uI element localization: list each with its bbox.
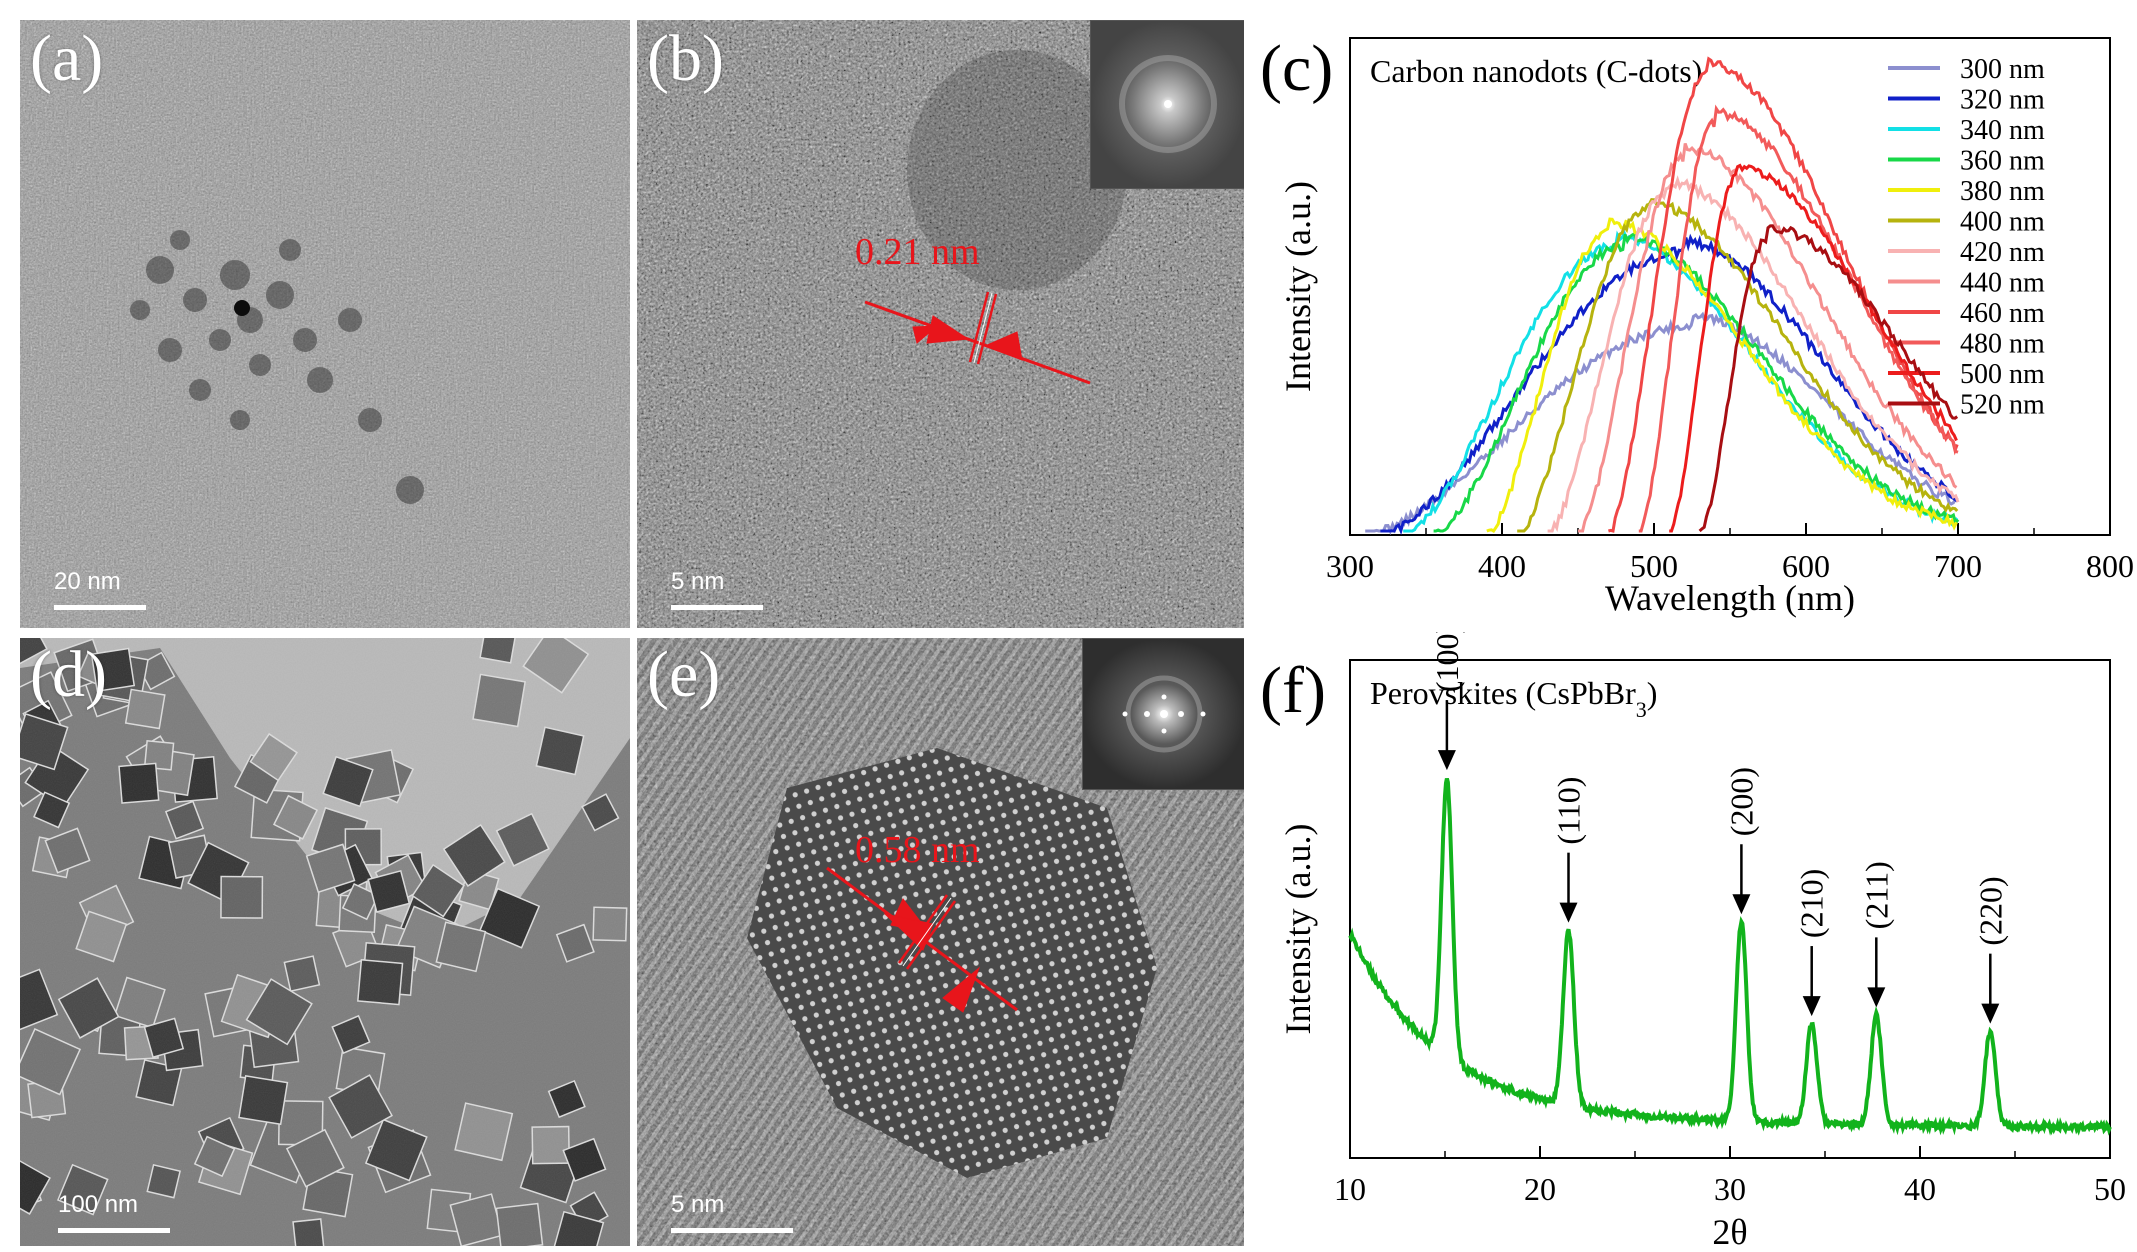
spectrum-line <box>1433 231 1960 533</box>
chart-title: Carbon nanodots (C-dots) <box>1370 53 1702 89</box>
legend-label: 480 nm <box>1960 329 2045 360</box>
x-tick-label: 800 <box>2086 548 2134 584</box>
legend-label: 340 nm <box>1960 115 2045 146</box>
lattice-spacing-label-b: 0.21 nm <box>855 231 980 273</box>
legend-label: 380 nm <box>1960 176 2045 207</box>
legend-label: 460 nm <box>1960 298 2045 329</box>
x-tick-label: 30 <box>1714 1171 1746 1207</box>
legend-label: 320 nm <box>1960 85 2045 116</box>
xrd-line <box>1348 777 2112 1136</box>
tem-panel-a: (a) 20 nm <box>20 20 630 628</box>
tem-image-d <box>20 638 630 1246</box>
spectrum-line <box>1608 56 1959 533</box>
legend-label: 440 nm <box>1960 268 2045 299</box>
panel-label-a: (a) <box>30 22 104 95</box>
x-axis-label: 2θ <box>1712 1212 1747 1252</box>
tem-panel-e: (e) 0.58 nm 5 nm <box>637 638 1244 1246</box>
tem-panel-d: (d) 100 nm <box>20 638 630 1246</box>
tem-image-b <box>637 20 1244 628</box>
scale-bar-b: 5 nm <box>671 560 771 610</box>
legend-label: 500 nm <box>1960 359 2045 390</box>
chart-panel-c: Carbon nanodots (C-dots) Intensity (a.u.)… <box>1250 10 2137 630</box>
scale-bar-a: 20 nm <box>54 560 154 610</box>
scale-bar-label: 100 nm <box>58 1191 139 1218</box>
peak-arrowhead <box>1802 996 1821 1017</box>
x-tick-label: 400 <box>1478 548 1526 584</box>
legend-label: 360 nm <box>1960 146 2045 177</box>
peak-label: (210) <box>1794 869 1830 938</box>
x-tick-label: 50 <box>2094 1171 2126 1207</box>
panel-label-f: (f) <box>1260 654 1326 727</box>
scale-bar-label: 20 nm <box>54 568 121 595</box>
legend-label: 420 nm <box>1960 237 2045 268</box>
y-axis-label: Intensity (a.u.) <box>1278 181 1318 392</box>
peak-arrowhead <box>1732 894 1751 915</box>
peak-label: (100) <box>1429 632 1465 692</box>
lattice-marker-e <box>826 866 1018 1013</box>
chart-panel-f: Perovskites (CsPbBr3) Intensity (a.u.) 2θ (… <box>1250 632 2137 1252</box>
scale-bar-label: 5 nm <box>671 1191 725 1218</box>
peak-arrowhead <box>1981 1003 2000 1024</box>
x-tick-label: 20 <box>1524 1171 1556 1207</box>
peak-arrowhead <box>1867 987 1886 1008</box>
x-axis-label: Wavelength (nm) <box>1605 578 1855 618</box>
scale-bar-d: 100 nm <box>58 1183 208 1233</box>
scale-bar-line <box>58 1228 170 1233</box>
x-tick-label: 600 <box>1782 548 1830 584</box>
x-tick-label: 700 <box>1934 548 1982 584</box>
peak-label: (220) <box>1972 876 2008 945</box>
panel-label-d: (d) <box>30 638 107 711</box>
peak-label: (110) <box>1551 777 1587 845</box>
peak-arrowhead <box>1559 902 1578 923</box>
fft-inset-e <box>1082 638 1244 790</box>
nanodot-cluster <box>130 230 424 504</box>
fft-inset-b <box>1090 20 1244 189</box>
spectrum-line <box>1578 142 1958 533</box>
legend-label: 300 nm <box>1960 54 2045 85</box>
panel-label-c: (c) <box>1260 32 1333 105</box>
lattice-spacing-label-e: 0.58 nm <box>855 829 980 871</box>
spectrum-line <box>1365 311 1959 536</box>
legend-label: 400 nm <box>1960 207 2045 238</box>
x-tick-label: 300 <box>1326 548 1374 584</box>
scale-bar-label: 5 nm <box>671 568 725 595</box>
pl-spectra-chart: Carbon nanodots (C-dots) Intensity (a.u.)… <box>1260 32 2134 618</box>
scale-bar-line <box>54 605 146 610</box>
peak-arrowhead <box>1437 750 1456 771</box>
x-tick-label: 500 <box>1630 548 1678 584</box>
tem-panel-b: (b) 0.21 nm 5 nm <box>637 20 1244 628</box>
spectrum-line <box>1517 198 1959 533</box>
spectrum-line <box>1638 104 1959 533</box>
legend-label: 520 nm <box>1960 390 2045 421</box>
panel-label-e: (e) <box>647 638 721 711</box>
chart-title: Perovskites (CsPbBr3) <box>1370 675 1657 722</box>
x-tick-label: 40 <box>1904 1171 1936 1207</box>
peak-label: (200) <box>1723 767 1759 836</box>
spectrum-line <box>1698 224 1959 533</box>
x-tick-label: 10 <box>1334 1171 1366 1207</box>
y-axis-label: Intensity (a.u.) <box>1278 824 1318 1035</box>
spectrum-line <box>1486 217 1958 533</box>
peak-label: (211) <box>1858 861 1894 929</box>
lattice-marker-b <box>864 291 1091 385</box>
scale-bar-e: 5 nm <box>671 1183 801 1233</box>
scale-bar-line <box>671 1228 793 1233</box>
panel-label-b: (b) <box>647 22 724 95</box>
xrd-pattern-chart: Perovskites (CsPbBr3) Intensity (a.u.) 2θ (… <box>1260 632 2126 1252</box>
scale-bar-line <box>671 605 763 610</box>
tem-image-a <box>20 20 630 628</box>
spectrum-line <box>1547 175 1960 533</box>
